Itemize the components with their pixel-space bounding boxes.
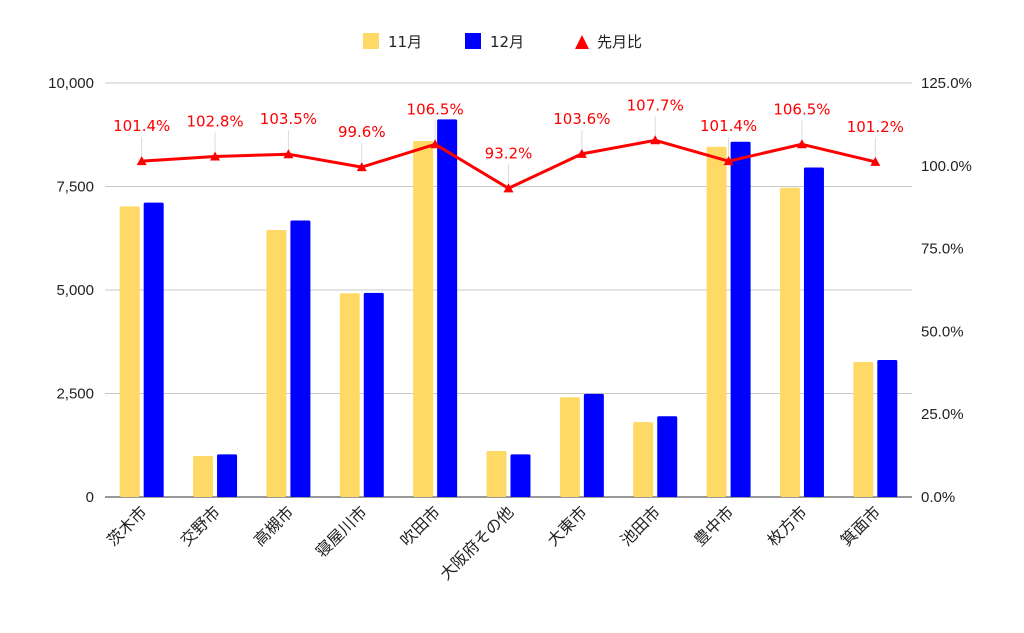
gridlines [105, 82, 912, 498]
ratio-data-label: 103.5% [260, 110, 317, 128]
bar-dec [290, 220, 311, 497]
category-label: 交野市 [176, 502, 223, 549]
right-tick-label: 75.0% [921, 241, 964, 258]
ratio-marker [796, 139, 807, 149]
legend-swatch-dec [465, 33, 481, 49]
ratio-marker [430, 139, 441, 149]
ratio-data-label: 99.6% [338, 123, 386, 141]
bar-nov [633, 422, 654, 497]
bar-nov [266, 229, 287, 497]
left-tick-label: 2,500 [56, 386, 94, 403]
left-tick-label: 5,000 [56, 282, 94, 299]
ratio-marker [136, 156, 147, 166]
ratio-data-label: 107.7% [627, 96, 684, 114]
ratio-marker [650, 135, 661, 145]
legend-label-dec: 12月 [490, 33, 524, 51]
left-tick-label: 10,000 [48, 75, 94, 92]
category-label: 池田市 [617, 502, 664, 549]
ratio-marker [576, 148, 587, 158]
bar-dec [803, 167, 824, 497]
category-label: 大阪府その他 [436, 502, 517, 583]
bar-dec [217, 454, 238, 497]
ratio-data-label: 106.5% [773, 100, 830, 118]
ratio-line: 101.4% 102.8% 103.5% 99.6% 106.5% 93.2% 103.6%… [113, 96, 904, 193]
category-label: 茨木市 [103, 502, 150, 549]
category-label: 吹田市 [397, 502, 444, 549]
bar-dec [143, 202, 164, 497]
ratio-marker [723, 156, 734, 166]
right-tick-label: 100.0% [921, 158, 972, 175]
bars [119, 119, 898, 498]
bar-nov [413, 140, 434, 497]
category-label: 箕面市 [837, 502, 884, 549]
left-tick-label: 0 [86, 489, 94, 506]
bar-nov [339, 293, 360, 497]
legend-triangle-icon [575, 35, 589, 49]
ratio-marker [503, 183, 514, 193]
bar-nov [486, 451, 507, 497]
right-tick-label: 125.0% [921, 75, 972, 92]
left-axis-ticks: 0 2,500 5,000 7,500 10,000 [48, 75, 94, 506]
category-label: 大東市 [543, 502, 590, 549]
bar-nov [193, 456, 214, 497]
legend-label-ratio: 先月比 [597, 33, 642, 51]
bar-nov [119, 206, 140, 497]
category-label: 高槻市 [250, 502, 297, 549]
bar-nov [559, 397, 580, 497]
right-tick-label: 0.0% [921, 489, 955, 506]
right-tick-label: 25.0% [921, 406, 964, 423]
legend-label-nov: 11月 [388, 33, 422, 51]
ratio-data-label: 101.2% [847, 118, 904, 136]
ratio-data-label: 103.6% [553, 110, 610, 128]
ratio-data-label: 101.4% [700, 117, 757, 135]
category-label: 枚方市 [763, 502, 810, 549]
category-label: 寝屋川市 [312, 502, 371, 561]
bar-dec [583, 393, 604, 497]
right-tick-label: 50.0% [921, 323, 964, 340]
ratio-data-label: 102.8% [186, 113, 243, 131]
category-label: 豊中市 [690, 502, 737, 549]
bar-nov [853, 362, 874, 497]
right-axis-ticks: 0.0% 25.0% 50.0% 75.0% 100.0% 125.0% [921, 75, 972, 506]
ratio-marker [356, 162, 367, 172]
bar-dec [730, 141, 751, 497]
bar-dec [363, 292, 384, 497]
bar-nov [779, 187, 800, 497]
legend: 11月 12月 先月比 [363, 33, 642, 51]
ratio-marker [210, 151, 221, 161]
bar-dec [437, 119, 458, 497]
bar-dec [877, 359, 898, 497]
left-tick-label: 7,500 [56, 179, 94, 196]
bar-nov [706, 146, 727, 498]
bar-dec [657, 416, 678, 497]
ratio-data-label: 93.2% [485, 144, 533, 162]
legend-swatch-nov [363, 33, 379, 49]
bar-dec [510, 454, 531, 497]
ratio-marker [870, 156, 881, 166]
ratio-data-label: 101.4% [113, 117, 170, 135]
ratio-data-label: 106.5% [407, 100, 464, 118]
ratio-marker [283, 149, 294, 159]
